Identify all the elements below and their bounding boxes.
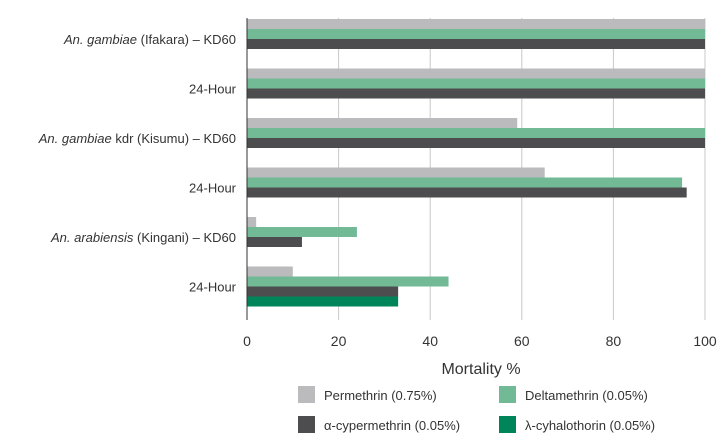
- x-axis-title: Mortality %: [441, 361, 520, 378]
- legend-swatch-0: [298, 386, 315, 403]
- category-label-arabiensis-kd60: An. arabiensis (Kingani) – KD60: [50, 230, 236, 245]
- legend-swatch-2: [298, 416, 315, 433]
- category-label-gambiae-kdr-kd60: An. gambiae kdr (Kisumu) – KD60: [38, 131, 236, 146]
- category-label-arabiensis-24h: 24-Hour: [189, 280, 237, 295]
- x-tick-label-80: 80: [606, 333, 622, 349]
- bar-gambiae-ifakara-kd60-series-1: [247, 29, 705, 39]
- x-tick-label-60: 60: [514, 333, 530, 349]
- bar-gambiae-ifakara-kd60-series-0: [247, 19, 705, 29]
- bar-gambiae-ifakara-24h-series-0: [247, 68, 705, 79]
- category-label-gambiae-ifakara-24h: 24-Hour: [189, 82, 237, 97]
- bar-arabiensis-kd60-series-1: [247, 227, 357, 237]
- legend-label-2: α-cypermethrin (0.05%): [324, 418, 460, 433]
- x-tick-label-40: 40: [422, 333, 438, 349]
- bar-arabiensis-kd60-series-2: [247, 237, 302, 247]
- bar-arabiensis-24h-series-2: [247, 286, 399, 297]
- category-label-gambiae-ifakara-kd60: An. gambiae (Ifakara) – KD60: [63, 32, 236, 47]
- bar-arabiensis-24h-series-0: [247, 266, 293, 277]
- legend-swatch-3: [499, 416, 516, 433]
- x-tick-label-100: 100: [693, 333, 717, 349]
- legend: Permethrin (0.75%) Deltamethrin (0.05%) α-…: [298, 386, 655, 433]
- bar-gambiae-kdr-24h-series-2: [247, 187, 687, 198]
- legend-swatch-1: [499, 386, 516, 403]
- legend-label-3: λ-cyhalothorin (0.05%): [525, 418, 655, 433]
- legend-label-1: Deltamethrin (0.05%): [525, 388, 648, 403]
- bar-arabiensis-kd60-series-0: [247, 217, 257, 227]
- bar-gambiae-kdr-24h-series-1: [247, 177, 683, 188]
- bar-gambiae-ifakara-24h-series-2: [247, 88, 705, 99]
- x-tick-labels: 0 20 40 60 80 100: [243, 333, 717, 349]
- bar-arabiensis-24h-series-1: [247, 276, 449, 287]
- category-label-gambiae-kdr-24h: 24-Hour: [189, 181, 237, 196]
- bar-gambiae-kdr-kd60-series-0: [247, 118, 518, 128]
- bar-gambiae-ifakara-kd60-series-2: [247, 39, 705, 49]
- category-labels: An. gambiae (Ifakara) – KD60 24-Hour An. g…: [38, 32, 237, 295]
- bars: [247, 19, 705, 307]
- bar-gambiae-kdr-24h-series-0: [247, 167, 545, 178]
- x-tick-label-0: 0: [243, 333, 251, 349]
- legend-label-0: Permethrin (0.75%): [324, 388, 437, 403]
- bar-gambiae-ifakara-24h-series-1: [247, 78, 705, 89]
- bar-gambiae-kdr-kd60-series-2: [247, 138, 705, 148]
- bar-arabiensis-24h-series-3: [247, 296, 399, 307]
- bar-gambiae-kdr-kd60-series-1: [247, 128, 705, 138]
- x-tick-label-20: 20: [331, 333, 347, 349]
